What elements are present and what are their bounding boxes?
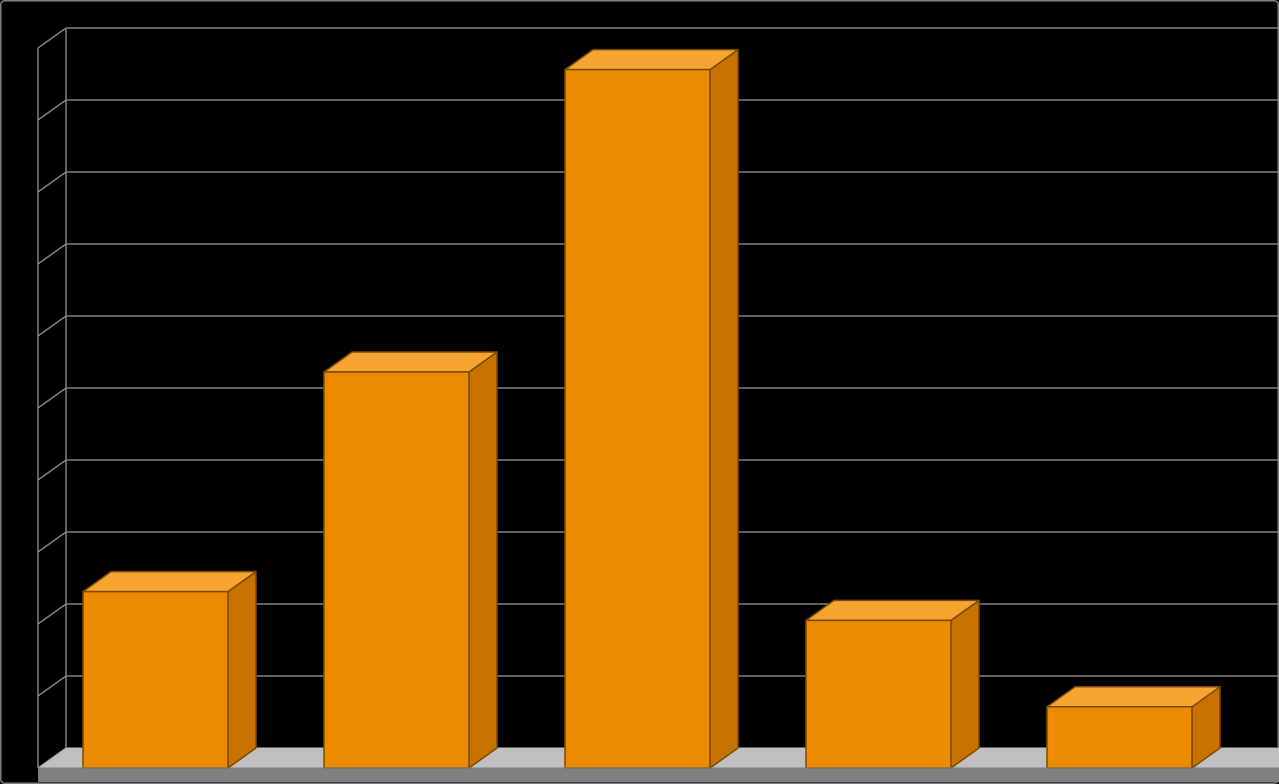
bar-0	[83, 572, 256, 768]
bar-1	[324, 352, 497, 768]
bar-2	[565, 50, 738, 768]
bar-chart-3d	[0, 0, 1279, 784]
bar-3	[806, 600, 979, 768]
bar-4	[1047, 687, 1220, 768]
